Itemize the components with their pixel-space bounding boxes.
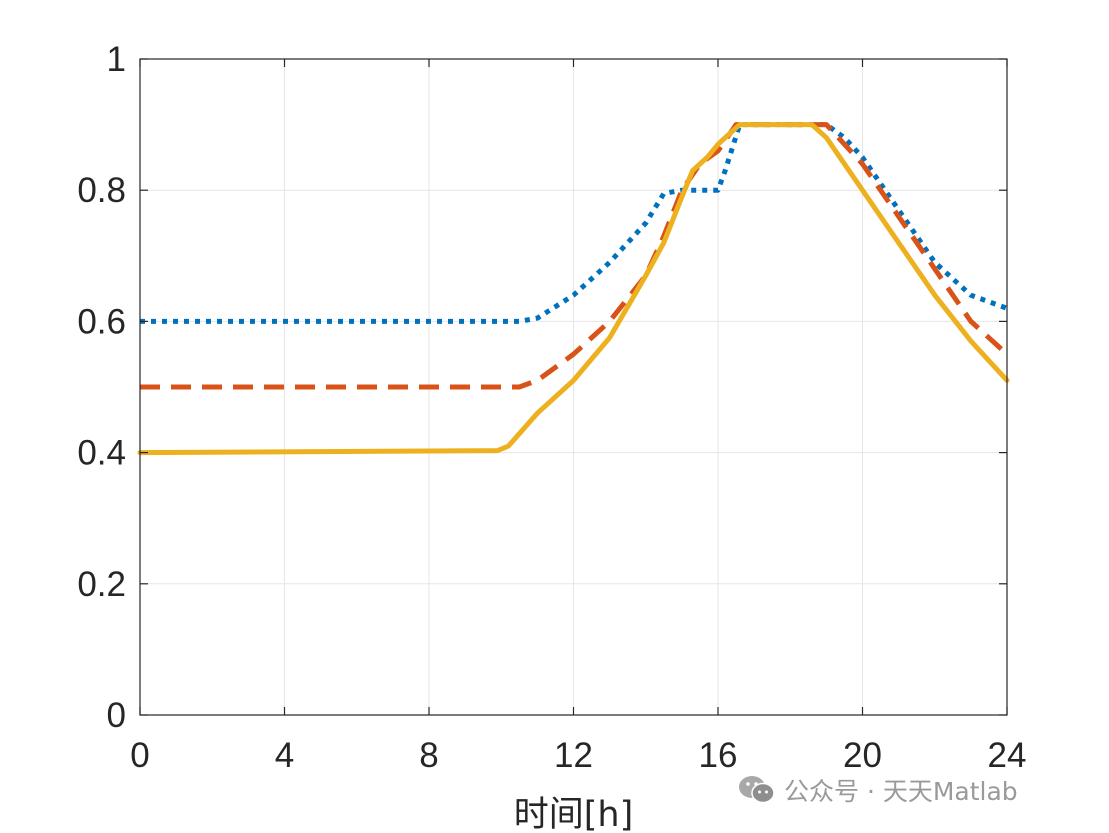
x-tick-label: 20	[843, 736, 882, 775]
y-tick-label: 0.4	[77, 434, 126, 473]
axis-ticks	[139, 58, 1008, 716]
watermark-text: 公众号 · 天天Matlab	[784, 777, 1018, 806]
y-tick-label: 1	[107, 40, 126, 79]
watermark: 公众号 · 天天Matlab	[738, 772, 1018, 808]
y-tick-label: 0.8	[77, 171, 126, 210]
x-tick-label: 0	[130, 736, 149, 775]
series-line-3	[137, 122, 1010, 456]
wechat-icon	[739, 776, 775, 804]
y-tick-label: 0.6	[77, 302, 126, 341]
series-line-1	[140, 122, 1008, 324]
y-tick-label: 0.2	[77, 565, 126, 604]
x-tick-labels: 0 4 8 12 16 20 24	[130, 736, 1026, 775]
x-axis-label: 时间[h]	[514, 795, 634, 833]
series-line-2	[140, 122, 1009, 390]
y-tick-label: 0	[107, 696, 126, 735]
x-tick-label: 8	[419, 736, 438, 775]
x-tick-label: 4	[275, 736, 294, 775]
x-tick-label: 12	[554, 736, 593, 775]
x-tick-label: 24	[988, 736, 1027, 775]
series-group	[137, 122, 1010, 456]
y-tick-labels: 0 0.2 0.4 0.6 0.8 1	[77, 40, 126, 735]
x-tick-label: 16	[699, 736, 738, 775]
